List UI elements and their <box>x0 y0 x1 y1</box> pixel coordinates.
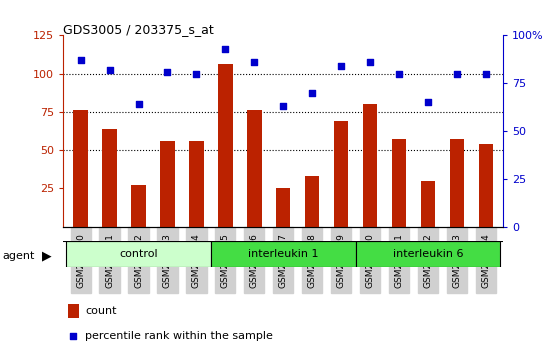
Point <box>250 59 258 65</box>
Point <box>163 69 172 75</box>
Point <box>366 59 375 65</box>
Bar <box>247 110 262 227</box>
Text: count: count <box>85 306 117 316</box>
Bar <box>66 241 211 267</box>
Point <box>279 103 288 109</box>
Bar <box>211 241 356 267</box>
Text: GDS3005 / 203375_s_at: GDS3005 / 203375_s_at <box>63 23 214 36</box>
Point <box>424 99 432 105</box>
Text: agent: agent <box>3 251 35 261</box>
Point <box>337 63 345 69</box>
Bar <box>73 110 88 227</box>
Point <box>105 67 114 73</box>
Bar <box>305 176 320 227</box>
Point <box>481 71 490 76</box>
Point <box>76 57 85 63</box>
Bar <box>131 185 146 227</box>
Text: ▶: ▶ <box>42 249 52 262</box>
Point <box>453 71 461 76</box>
Bar <box>450 139 464 227</box>
Point <box>69 333 78 339</box>
Bar <box>68 304 79 318</box>
Bar <box>363 104 377 227</box>
Point <box>308 90 317 96</box>
Text: control: control <box>119 249 158 259</box>
Bar <box>421 181 435 227</box>
Bar <box>160 141 175 227</box>
Bar <box>334 121 348 227</box>
Point <box>395 71 404 76</box>
Bar <box>189 141 204 227</box>
Bar <box>276 188 290 227</box>
Text: percentile rank within the sample: percentile rank within the sample <box>85 331 273 341</box>
Text: interleukin 1: interleukin 1 <box>248 249 318 259</box>
Point <box>134 101 143 107</box>
Point <box>221 46 230 52</box>
Bar <box>218 64 233 227</box>
Bar <box>478 144 493 227</box>
Text: interleukin 6: interleukin 6 <box>393 249 463 259</box>
Bar <box>102 129 117 227</box>
Bar <box>356 241 500 267</box>
Point <box>192 71 201 76</box>
Bar <box>392 139 406 227</box>
